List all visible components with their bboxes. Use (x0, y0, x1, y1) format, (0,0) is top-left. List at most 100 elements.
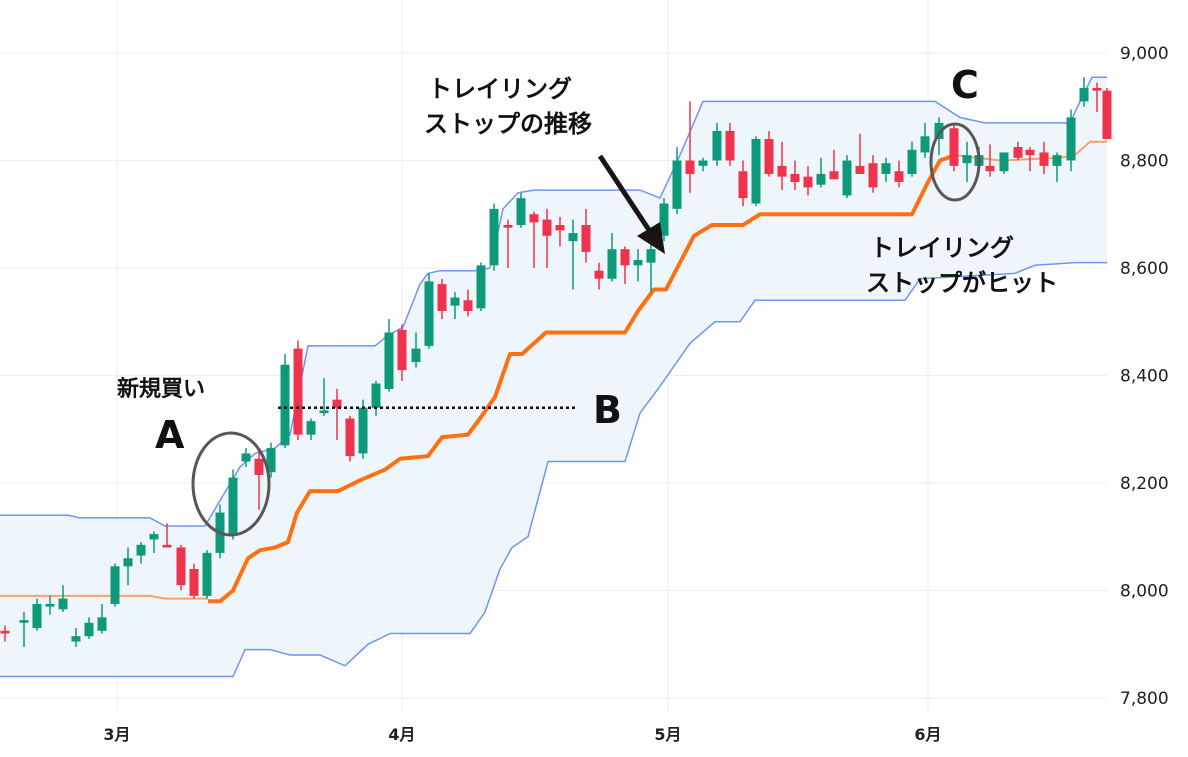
entry-circle (191, 431, 271, 537)
candle (176, 544, 186, 591)
candle (254, 450, 264, 510)
trailing-stop-thin-line (0, 594, 208, 600)
channel-upper-line (0, 76, 1107, 527)
candle (424, 273, 434, 349)
candle (306, 418, 316, 440)
trail-label-line2: ストップの推移 (424, 110, 592, 138)
x-tick-label: 3月 (103, 725, 130, 744)
candle (894, 160, 904, 188)
candle (751, 136, 761, 207)
candle (149, 531, 159, 553)
candle (790, 160, 800, 191)
candle (594, 262, 604, 290)
candle (962, 141, 972, 182)
candle (45, 595, 55, 615)
trail-label-line1: トレイリング (428, 75, 572, 103)
candle (319, 378, 329, 416)
candle (698, 157, 708, 172)
candle (202, 550, 212, 599)
candle (280, 354, 290, 449)
candle (136, 542, 146, 564)
candle (58, 585, 68, 612)
candle (463, 289, 473, 317)
candle (1013, 141, 1023, 161)
candle (189, 563, 199, 599)
channel-lower-line (0, 261, 1107, 678)
candle (384, 319, 394, 392)
channel-fill (0, 77, 1107, 677)
candle (607, 233, 617, 282)
candle (0, 625, 10, 642)
candle (411, 332, 421, 368)
hit-circle (929, 122, 981, 202)
candle (503, 219, 513, 268)
candle (907, 141, 917, 177)
candle (489, 203, 499, 271)
candle (450, 292, 460, 320)
y-tick-label: 8,800 (1120, 152, 1169, 172)
candle (764, 130, 774, 177)
candle (266, 442, 276, 478)
y-tick-label: 8,400 (1120, 367, 1169, 387)
candle (1092, 82, 1102, 113)
candle (1052, 152, 1062, 182)
entry-label: 新規買い (117, 376, 205, 402)
candle (241, 448, 251, 467)
candle (985, 144, 995, 177)
candle (110, 563, 120, 607)
hit-label-line1: トレイリング (870, 234, 1014, 262)
y-tick-label: 9,000 (1120, 44, 1169, 64)
label-c: C (951, 63, 979, 107)
candle (738, 160, 748, 207)
candle (620, 246, 630, 285)
x-tick-label: 4月 (388, 725, 415, 744)
candle (123, 547, 133, 586)
candle (476, 262, 486, 311)
candle (777, 141, 787, 191)
candle (1039, 141, 1049, 174)
candle (529, 211, 539, 268)
candle (855, 133, 865, 174)
candle (371, 380, 381, 416)
candle (332, 388, 342, 440)
candle (397, 324, 407, 381)
candle (516, 192, 526, 228)
candle (84, 617, 94, 639)
candle (1066, 109, 1076, 172)
y-tick-label: 8,000 (1120, 582, 1169, 602)
candle (659, 198, 669, 242)
label-b: B (593, 388, 622, 432)
candle (97, 603, 107, 634)
candle (816, 157, 826, 188)
y-tick-label: 8,200 (1120, 474, 1169, 494)
y-tick-label: 7,800 (1120, 689, 1169, 709)
candle (881, 157, 891, 182)
candle (542, 208, 552, 268)
candle (672, 147, 682, 215)
candle (1102, 87, 1112, 139)
candle (581, 208, 591, 263)
candle (71, 628, 81, 647)
y-tick-label: 8,600 (1120, 259, 1169, 279)
x-tick-label: 6月 (914, 725, 941, 744)
x-axis: 3月 4月 5月 6月 (103, 725, 941, 744)
candle (568, 219, 578, 290)
candle (228, 469, 238, 540)
candles (0, 77, 1112, 647)
candle (32, 598, 42, 631)
candle (1025, 147, 1035, 172)
candle (920, 122, 930, 158)
candle (19, 612, 29, 647)
candle (829, 149, 839, 180)
trailing-stop-line (208, 153, 956, 604)
candle (162, 523, 172, 548)
candle (345, 415, 355, 462)
y-axis: 7,800 8,000 8,200 8,400 8,600 8,800 9,000 (1120, 44, 1169, 709)
candle (437, 278, 447, 320)
candle (803, 165, 813, 196)
label-a: A (155, 413, 185, 457)
candle (712, 122, 722, 166)
arrow-icon (597, 154, 665, 254)
x-tick-label: 5月 (654, 725, 681, 744)
